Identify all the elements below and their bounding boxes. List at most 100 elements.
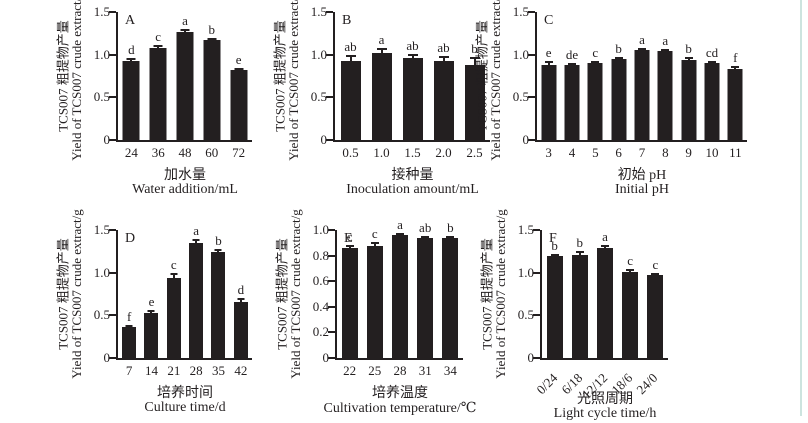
bar: [340, 61, 361, 140]
bar: [587, 63, 603, 140]
bar: [122, 327, 137, 358]
panel-letter-D: D: [125, 231, 136, 246]
bar: [233, 302, 248, 358]
significance-letter: ab: [437, 40, 450, 56]
y-tick-mark: [328, 305, 335, 308]
error-cap: [207, 38, 217, 41]
bar-slot: c: [584, 12, 607, 140]
error-cap: [550, 257, 559, 260]
error-bar: [603, 245, 606, 251]
bar-slot: ab: [397, 12, 428, 140]
y-tick-label: 0.5: [512, 89, 529, 105]
significance-letter: e: [148, 293, 155, 309]
x-axis-label-cn: 培养时间: [157, 386, 213, 401]
bar: [727, 69, 743, 140]
significance-letter: c: [155, 29, 162, 45]
y-tick-label: 1.5: [512, 4, 529, 19]
error-cap: [147, 309, 155, 312]
bar-slot: d: [118, 12, 145, 140]
significance-letter: c: [627, 252, 634, 268]
y-tick-mark: [109, 271, 116, 274]
bar-slot: e: [225, 12, 252, 140]
error-bar: [237, 69, 240, 72]
error-cap: [147, 313, 155, 316]
y-tick-label: 1.5: [310, 4, 327, 19]
error-cap: [126, 58, 136, 61]
error-bar: [195, 240, 198, 246]
x-tick-label: 5: [592, 145, 599, 160]
y-tick-mark: [328, 229, 335, 231]
significance-letter: c: [652, 256, 659, 272]
bar: [564, 65, 580, 140]
error-bar: [172, 273, 175, 282]
plot-area-A: A TCS007 粗提物产量 Yield of TCS007 crude ext…: [56, 0, 252, 197]
bar: [704, 63, 720, 140]
x-tick-label: 28: [189, 363, 203, 378]
error-bar: [349, 55, 352, 66]
significance-letter: c: [170, 256, 177, 272]
x-tick-label: 1.0: [373, 145, 390, 160]
error-cap: [345, 64, 356, 67]
error-cap: [180, 28, 190, 31]
x-tick-label: 11: [729, 145, 742, 160]
bar: [622, 272, 639, 358]
error-cap: [707, 63, 716, 66]
bar-slot: a: [172, 12, 199, 140]
significance-letter: c: [592, 44, 599, 60]
bar-slot: c: [362, 227, 387, 358]
significance-letter: b: [447, 220, 454, 236]
y-tick-mark: [328, 280, 335, 283]
plot-area-C: C TCS007 粗提物产量 Yield of TCS007 crude ext…: [475, 0, 747, 197]
error-bar: [411, 55, 414, 62]
panel-B: B TCS007 粗提物产量 Yield of TCS007 crude ext…: [270, 0, 500, 204]
significance-letter: ab: [406, 38, 419, 54]
plot-area-B: B TCS007 粗提物产量 Yield of TCS007 crude ext…: [273, 0, 490, 197]
x-tick-label: 60: [205, 145, 219, 160]
error-cap: [567, 62, 576, 65]
y-tick-mark: [109, 357, 116, 359]
error-bar: [130, 59, 133, 64]
bar-slot: b: [542, 230, 567, 358]
bar: [166, 278, 181, 358]
error-cap: [370, 242, 379, 245]
x-tick-label: 14: [145, 363, 158, 378]
error-cap: [407, 60, 418, 63]
error-cap: [626, 272, 635, 275]
y-tick-mark: [326, 96, 333, 99]
error-cap: [591, 63, 600, 66]
error-cap: [237, 303, 245, 306]
error-cap: [345, 54, 356, 57]
error-cap: [661, 51, 670, 54]
bar-slot: b: [567, 230, 592, 358]
x-axis-label-cn: 培养温度: [372, 386, 428, 401]
bar: [647, 275, 664, 358]
x-tick-label: 7: [638, 145, 646, 160]
error-cap: [214, 249, 222, 252]
panel-letter-E: E: [344, 231, 354, 246]
x-axis-label-cn: 光照周期: [577, 392, 633, 407]
y-tick-label: 0.5: [310, 89, 327, 105]
y-tick-mark: [109, 11, 116, 13]
error-bar: [183, 29, 186, 34]
error-cap: [600, 244, 609, 247]
significance-letter: ab: [419, 219, 432, 235]
y-tick-label: 1.0: [512, 46, 529, 62]
error-cap: [731, 69, 740, 72]
error-bar: [398, 234, 401, 237]
y-tick-label: 0.2: [312, 324, 329, 340]
error-bar: [442, 57, 445, 66]
y-tick-label: 0: [322, 350, 330, 365]
y-tick-mark: [326, 139, 333, 141]
y-tick-label: 1.5: [93, 222, 110, 237]
significance-letter: d: [237, 282, 245, 298]
y-tick-label: 1.0: [517, 264, 534, 280]
y-tick-mark: [328, 357, 335, 359]
error-cap: [407, 54, 418, 57]
bar-slot: cd: [700, 12, 723, 140]
y-tick-mark: [533, 229, 540, 231]
panel-letter-C: C: [544, 13, 554, 28]
error-cap: [469, 70, 480, 73]
error-cap: [469, 57, 480, 60]
bar-slot: b: [438, 221, 463, 358]
